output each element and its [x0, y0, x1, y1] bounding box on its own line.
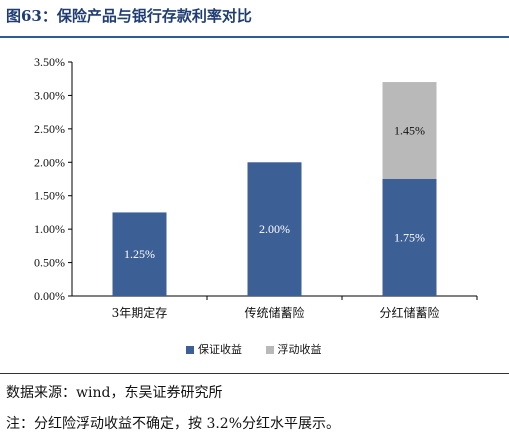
title-bar: 图63：保险产品与银行存款利率对比 — [0, 0, 509, 38]
y-tick-label: 1.50% — [34, 189, 65, 203]
y-tick-label: 2.50% — [34, 122, 65, 136]
legend-swatch-floating — [265, 346, 274, 354]
bar-guaranteed — [382, 179, 437, 296]
legend-item-guaranteed: 保证收益 — [186, 341, 242, 357]
y-tick-label: 0.50% — [34, 256, 65, 270]
figure-title: 图63：保险产品与银行存款利率对比 — [6, 7, 252, 25]
x-tick-label: 传统储蓄险 — [244, 305, 304, 320]
y-tick-label: 3.00% — [34, 88, 65, 102]
bar-floating — [382, 82, 437, 179]
data-label: 1.25% — [124, 247, 155, 261]
chart-legend: 保证收益 浮动收益 — [186, 341, 342, 357]
x-tick-label: 分红储蓄险 — [379, 305, 439, 320]
footer: 数据来源：wind，东吴证券研究所 注：分红险浮动收益不确定，按 3.2%分红水… — [0, 373, 509, 443]
y-tick-label: 2.00% — [34, 155, 65, 169]
legend-label-floating: 浮动收益 — [277, 343, 322, 356]
y-tick-label: 1.00% — [34, 222, 65, 236]
bar-guaranteed — [112, 212, 167, 296]
source-note: 数据来源：wind，东吴证券研究所 — [6, 385, 223, 401]
y-tick-label: 3.50% — [34, 55, 65, 69]
bar-chart: 0.00% 0.50% 1.00% 1.50% 2.00% 2.50% 3.00% 3.50%… — [34, 55, 478, 320]
footnote: 注：分红险浮动收益不确定，按 3.2%分红水平展示。 — [6, 416, 341, 432]
legend-label-guaranteed: 保证收益 — [198, 343, 242, 356]
bar-guaranteed — [247, 162, 302, 296]
data-label: 2.00% — [259, 222, 290, 236]
data-label: 1.45% — [394, 124, 425, 138]
data-label: 1.75% — [394, 231, 425, 245]
y-tick-label: 0.00% — [34, 289, 65, 303]
legend-item-floating: 浮动收益 — [265, 341, 322, 357]
chart-area: 0.00% 0.50% 1.00% 1.50% 2.00% 2.50% 3.00% 3.50%… — [0, 38, 509, 371]
legend-swatch-guaranteed — [186, 346, 194, 354]
x-tick-label: 3年期定存 — [112, 305, 168, 320]
